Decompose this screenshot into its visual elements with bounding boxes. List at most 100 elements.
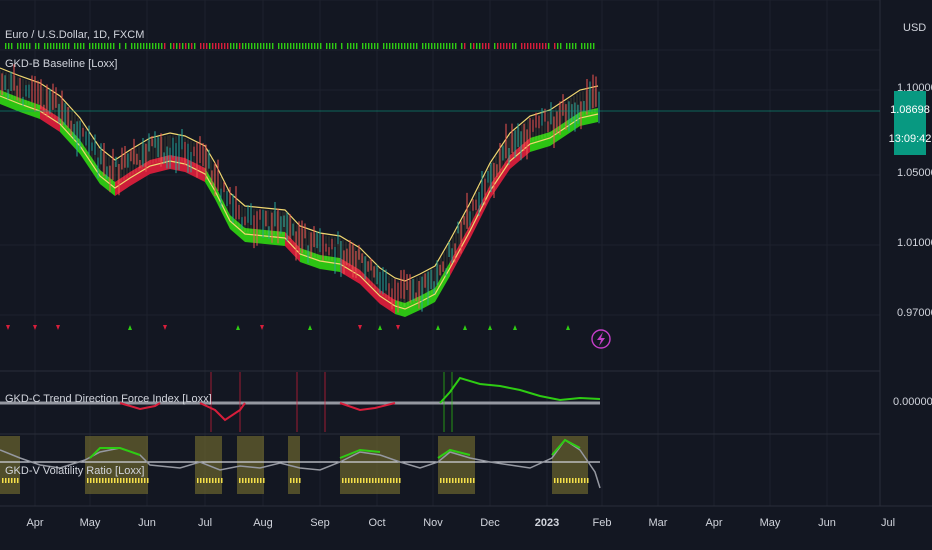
signal-dot bbox=[8, 43, 10, 49]
signal-dot bbox=[533, 43, 535, 49]
volatility-legend[interactable]: GKD-V Volatility Ratio [Loxx] bbox=[5, 465, 144, 477]
price-badge[interactable] bbox=[894, 91, 926, 155]
signal-dot bbox=[539, 43, 541, 49]
signal-dot bbox=[245, 43, 247, 49]
flash-icon[interactable] bbox=[591, 329, 611, 349]
baseline-segment bbox=[510, 138, 530, 169]
signal-dot bbox=[26, 43, 28, 49]
baseline-segment bbox=[340, 258, 360, 284]
time-tick: Jun bbox=[138, 517, 156, 529]
signal-dot bbox=[395, 43, 397, 49]
signal-dot bbox=[425, 43, 427, 49]
volatility-line bbox=[0, 438, 601, 489]
signal-dot bbox=[38, 43, 40, 49]
signal-dot bbox=[56, 43, 58, 49]
signal-dot bbox=[215, 43, 217, 49]
volatility-dot bbox=[581, 478, 583, 483]
volatility-dot bbox=[473, 478, 475, 483]
signal-triangle-up bbox=[128, 325, 132, 330]
signal-dot bbox=[536, 43, 538, 49]
volatility-dot bbox=[443, 478, 445, 483]
signal-dot bbox=[305, 43, 307, 49]
last-price-label: 1.08698 bbox=[890, 104, 930, 116]
signal-triangle-up bbox=[513, 325, 517, 330]
baseline-segment bbox=[380, 290, 395, 314]
volatility-dot bbox=[458, 478, 460, 483]
volatility-line-active bbox=[89, 438, 581, 459]
signal-dot bbox=[182, 43, 184, 49]
signal-dot bbox=[107, 43, 109, 49]
signal-dot bbox=[227, 43, 229, 49]
signal-dot bbox=[521, 43, 523, 49]
currency-label: USD bbox=[903, 22, 926, 34]
signal-dot bbox=[92, 43, 94, 49]
signal-triangle-down bbox=[260, 325, 264, 330]
volatility-dot bbox=[135, 478, 137, 483]
time-tick: Oct bbox=[368, 517, 385, 529]
signal-dot bbox=[401, 43, 403, 49]
signal-dot bbox=[389, 43, 391, 49]
volatility-dot bbox=[108, 478, 110, 483]
baseline-segment bbox=[170, 155, 185, 172]
signal-dot bbox=[236, 43, 238, 49]
baseline-legend[interactable]: GKD-B Baseline [Loxx] bbox=[5, 58, 118, 70]
volatility-dot bbox=[372, 478, 374, 483]
signal-dot bbox=[434, 43, 436, 49]
signal-dot bbox=[47, 43, 49, 49]
volatility-dot bbox=[147, 478, 149, 483]
time-tick: May bbox=[80, 517, 101, 529]
signal-dot bbox=[398, 43, 400, 49]
time-tick: Jul bbox=[198, 517, 212, 529]
signal-dot bbox=[575, 43, 577, 49]
trend-oscillator bbox=[0, 372, 601, 432]
time-tick: Feb bbox=[593, 517, 612, 529]
signal-dot bbox=[65, 43, 67, 49]
baseline-segment bbox=[300, 248, 320, 269]
volatility-dot bbox=[102, 478, 104, 483]
signal-dot bbox=[476, 43, 478, 49]
time-tick: Sep bbox=[310, 517, 330, 529]
volatility-dot bbox=[123, 478, 125, 483]
volatility-dot bbox=[554, 478, 556, 483]
signal-dot bbox=[353, 43, 355, 49]
signal-dot bbox=[374, 43, 376, 49]
volatility-dot bbox=[144, 478, 146, 483]
time-tick: Jun bbox=[818, 517, 836, 529]
volatility-dot bbox=[260, 478, 262, 483]
volatility-dot bbox=[587, 478, 589, 483]
symbol-title[interactable]: Euro / U.S.Dollar, 1D, FXCM bbox=[5, 29, 144, 41]
volatility-dot bbox=[99, 478, 101, 483]
signal-dot bbox=[80, 43, 82, 49]
baseline-segment bbox=[0, 90, 20, 112]
signal-dots-row bbox=[5, 43, 595, 49]
price-candles bbox=[1, 64, 600, 313]
trend-legend[interactable]: GKD-C Trend Direction Force Index [Loxx] bbox=[5, 393, 212, 405]
time-tick: Apr bbox=[705, 517, 722, 529]
signal-dot bbox=[527, 43, 529, 49]
trend-bull-segment bbox=[439, 376, 601, 404]
signal-dot bbox=[542, 43, 544, 49]
signal-triangle-down bbox=[33, 325, 37, 330]
baseline-segment bbox=[265, 230, 285, 246]
volatility-dot bbox=[461, 478, 463, 483]
volatility-dot bbox=[248, 478, 250, 483]
signal-dot bbox=[299, 43, 301, 49]
signal-dot bbox=[218, 43, 220, 49]
volatility-dot bbox=[245, 478, 247, 483]
signal-dot bbox=[11, 43, 13, 49]
signal-dot bbox=[242, 43, 244, 49]
signal-dot bbox=[464, 43, 466, 49]
baseline-segment bbox=[580, 108, 598, 126]
signal-dot bbox=[134, 43, 136, 49]
signal-dot bbox=[164, 43, 166, 49]
volatility-dot bbox=[578, 478, 580, 483]
signal-dot bbox=[209, 43, 211, 49]
volatility-dot bbox=[563, 478, 565, 483]
signal-dot bbox=[233, 43, 235, 49]
signal-dot bbox=[569, 43, 571, 49]
volatility-dot bbox=[354, 478, 356, 483]
signal-triangle-up bbox=[378, 325, 382, 330]
